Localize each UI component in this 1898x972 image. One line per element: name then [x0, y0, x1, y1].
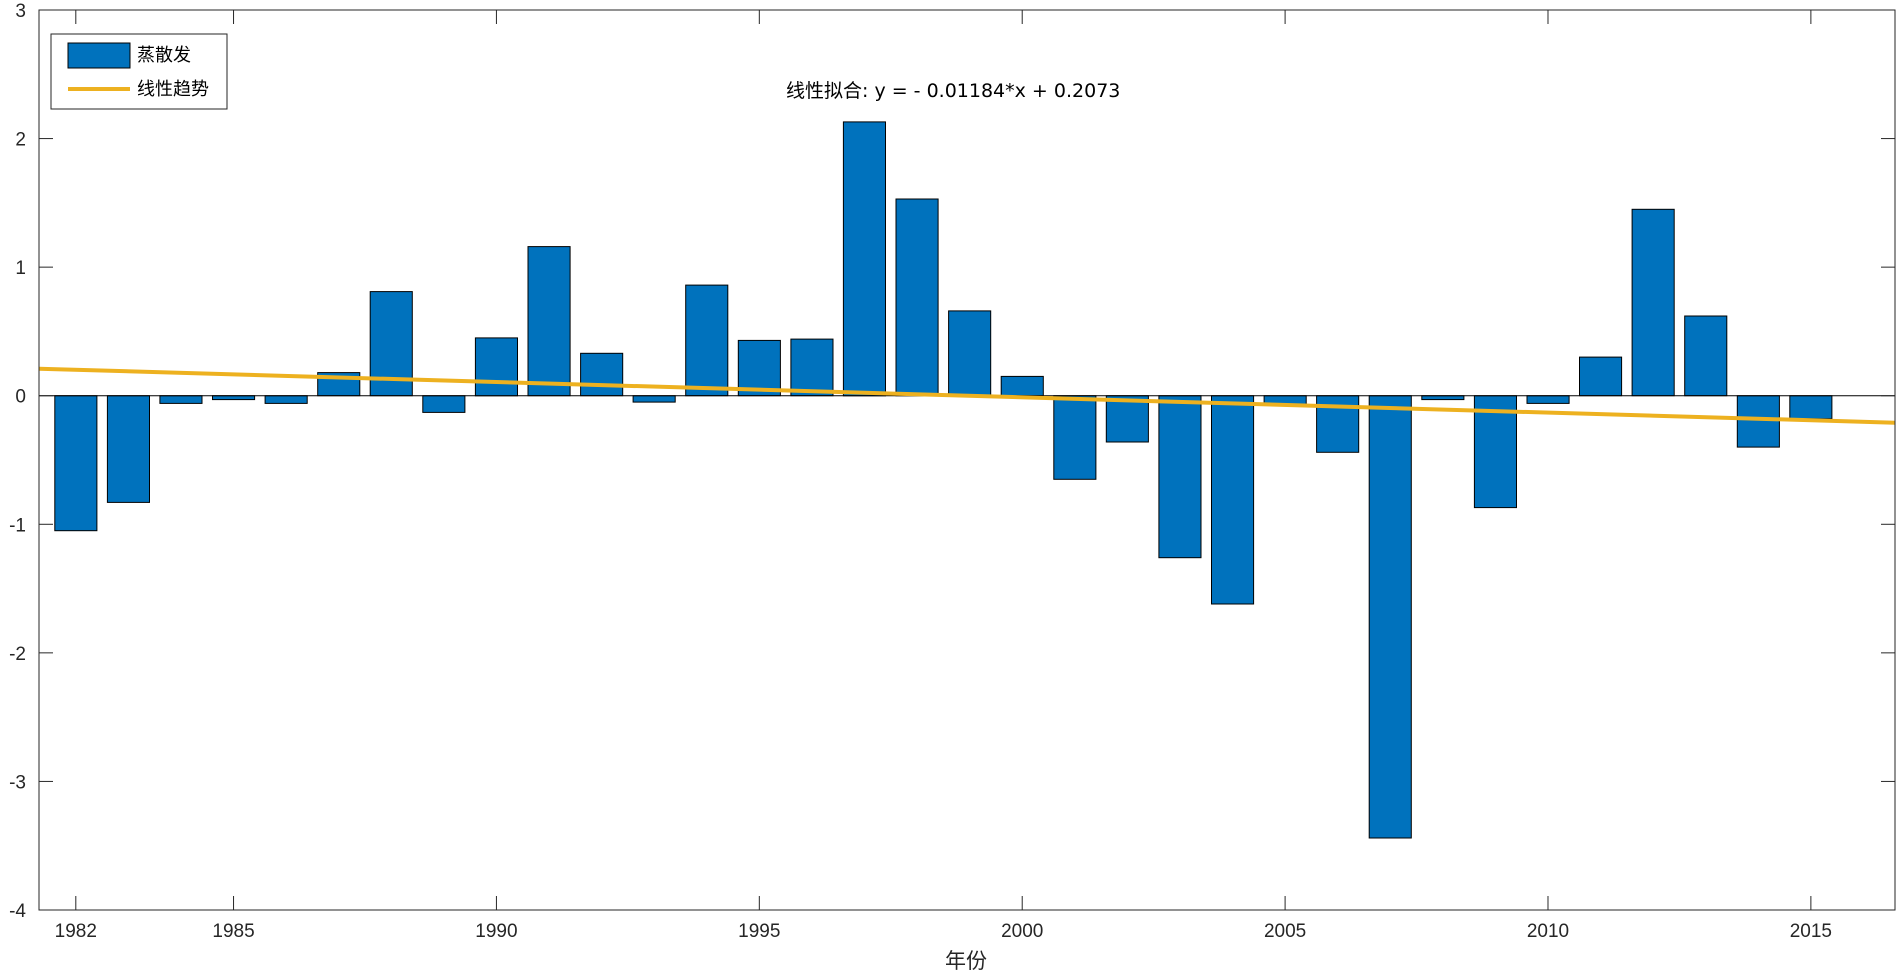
bar-1990 [474, 337, 518, 397]
y-tick-label--4: -4 [9, 901, 26, 922]
plot-area [39, 10, 1895, 910]
bar-1984 [159, 395, 203, 404]
bar-2010 [1526, 395, 1570, 404]
bar-2002 [1105, 395, 1149, 443]
x-tick-label-2000: 2000 [1001, 921, 1043, 942]
bar-1982 [54, 395, 98, 532]
bar-2003 [1158, 395, 1202, 559]
x-tick-label-2010: 2010 [1527, 921, 1569, 942]
bar-1994 [685, 284, 729, 397]
bar-1995 [737, 339, 781, 397]
bar-2012 [1631, 208, 1675, 397]
bar-1985 [212, 395, 256, 401]
bar-2007 [1368, 395, 1412, 839]
fit-equation-annotation: 线性拟合: y = - 0.01184*x + 0.2073 [786, 80, 1120, 102]
bar-1989 [422, 395, 466, 413]
x-axis-title: 年份 [945, 949, 987, 972]
bar-2001 [1053, 395, 1097, 480]
bar-2000 [1000, 375, 1044, 397]
trend-line [38, 366, 1896, 425]
axis-ticks [39, 9, 1895, 911]
y-tick-label-0: 0 [15, 387, 26, 408]
x-tick-label-1990: 1990 [475, 921, 517, 942]
y-tick-label-2: 2 [15, 130, 26, 151]
bar-2009 [1473, 395, 1518, 509]
y-tick-label-3: 3 [15, 1, 26, 22]
x-tick-label-1982: 1982 [55, 921, 97, 942]
bar-2013 [1684, 315, 1728, 397]
bar-series [54, 121, 1833, 839]
y-tick-label--1: -1 [9, 515, 26, 536]
x-tick-label-2005: 2005 [1264, 921, 1306, 942]
y-tick-label-1: 1 [15, 258, 26, 279]
plot-frame [38, 9, 1896, 911]
bar-1992 [580, 352, 624, 397]
tick-labels: 1982 1985 1990 1995 2000 2005 2010 2015 -4 -3 -2 -1… [9, 1, 1832, 942]
y-tick-label--3: -3 [9, 772, 26, 793]
bar-1996 [790, 338, 834, 397]
bar-1983 [106, 395, 150, 503]
legend-bar-swatch [67, 42, 131, 69]
y-tick-label--2: -2 [9, 644, 26, 665]
legend-label-bar: 蒸散发 [137, 45, 191, 66]
x-tick-label-1985: 1985 [212, 921, 254, 942]
bar-1986 [264, 395, 308, 404]
x-tick-label-1995: 1995 [738, 921, 780, 942]
bar-2004 [1211, 395, 1255, 605]
bar-1993 [632, 395, 676, 403]
bar-2008 [1421, 395, 1465, 401]
legend: 蒸散发 线性趋势 [50, 33, 228, 110]
bar-1991 [527, 246, 571, 397]
x-tick-label-2015: 2015 [1790, 921, 1832, 942]
bar-2015 [1789, 395, 1833, 420]
bar-1999 [948, 310, 992, 397]
bar-2014 [1736, 395, 1780, 448]
bar-2011 [1579, 356, 1623, 397]
bar-1997 [842, 121, 887, 397]
bar-1998 [895, 198, 939, 397]
legend-label-line: 线性趋势 [137, 79, 209, 100]
